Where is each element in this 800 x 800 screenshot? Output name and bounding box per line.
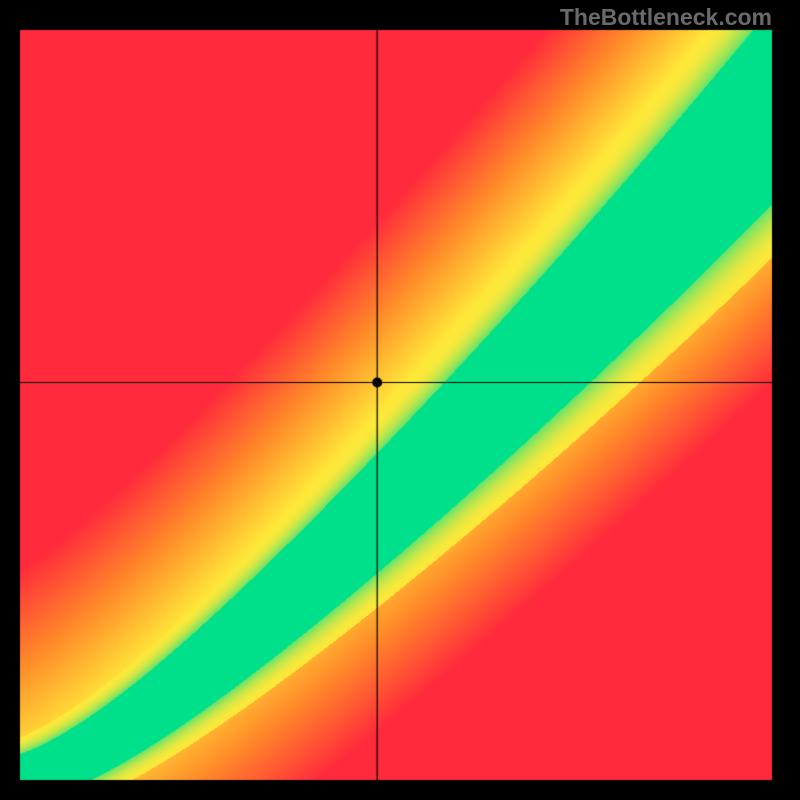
bottleneck-heatmap bbox=[0, 0, 800, 800]
attribution-text: TheBottleneck.com bbox=[560, 4, 772, 31]
chart-container: TheBottleneck.com bbox=[0, 0, 800, 800]
